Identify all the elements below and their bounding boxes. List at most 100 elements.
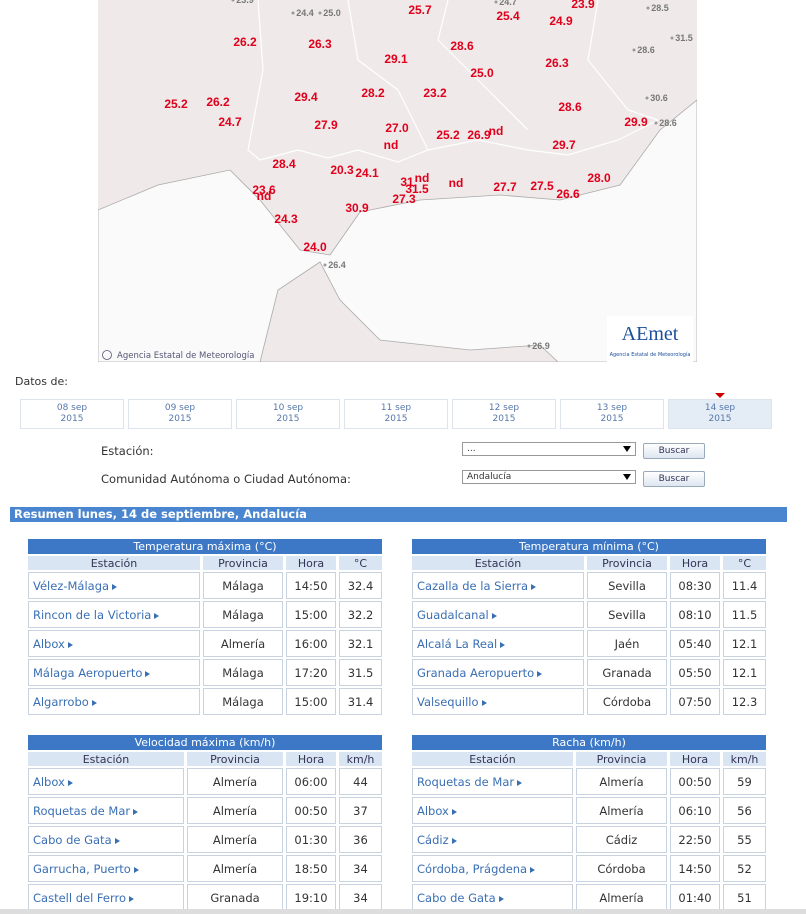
map-value: 31 bbox=[400, 175, 414, 189]
station-cell: Albox bbox=[412, 797, 573, 824]
station-link[interactable]: Cazalla de la Sierra bbox=[417, 579, 536, 593]
table-title: Racha (km/h) bbox=[412, 735, 766, 750]
station-dot bbox=[670, 36, 674, 40]
border bbox=[437, 0, 529, 131]
cell: Almería bbox=[187, 826, 283, 853]
map: AEmet Agencia Estatal de Meteorología Ag… bbox=[98, 0, 697, 362]
station-cell: Málaga Aeropuerto bbox=[28, 659, 200, 686]
table-row: Cazalla de la Sierra Sevilla 08:30 11.4 bbox=[412, 572, 766, 599]
map-value: 24.1 bbox=[355, 166, 379, 180]
cell: Almería bbox=[576, 768, 667, 795]
search-button[interactable]: Buscar bbox=[643, 471, 705, 487]
map-value: 26.6 bbox=[556, 187, 580, 201]
cell: Córdoba bbox=[587, 688, 667, 715]
cell: Granada bbox=[187, 884, 283, 911]
cell: 51 bbox=[723, 884, 766, 911]
station-dot bbox=[231, 0, 235, 2]
cell: Sevilla bbox=[587, 572, 667, 599]
station-cell: Albox bbox=[28, 768, 184, 795]
map-value: 24.7 bbox=[218, 115, 242, 129]
station-dot bbox=[632, 48, 636, 52]
station-link[interactable]: Granada Aeropuerto bbox=[417, 666, 542, 680]
column-header: Provincia bbox=[203, 556, 283, 570]
search-button[interactable]: Buscar bbox=[643, 443, 705, 459]
map-value-gray: 25.0 bbox=[323, 8, 341, 18]
map-value: 24.3 bbox=[274, 212, 298, 226]
date-tab[interactable]: 11 sep 2015 bbox=[344, 399, 448, 429]
map-value-gray: 26.4 bbox=[328, 260, 346, 270]
cell: 12.3 bbox=[723, 688, 766, 715]
map-value: 26.3 bbox=[545, 56, 569, 70]
date-tab[interactable]: 13 sep 2015 bbox=[560, 399, 664, 429]
table-row: Valsequillo Córdoba 07:50 12.3 bbox=[412, 688, 766, 715]
cell: 14:50 bbox=[670, 855, 720, 882]
station-link[interactable]: Alcalá La Real bbox=[417, 637, 505, 651]
cell: 05:50 bbox=[670, 659, 720, 686]
map-value: 23.6 bbox=[252, 183, 276, 197]
station-link[interactable]: Algarrobo bbox=[33, 695, 97, 709]
cell: 32.1 bbox=[339, 630, 382, 657]
station-link[interactable]: Roquetas de Mar bbox=[33, 804, 138, 818]
station-link[interactable]: Cabo de Gata bbox=[417, 891, 504, 905]
map-value: 26.9 bbox=[467, 128, 491, 142]
date-tab[interactable]: 12 sep 2015 bbox=[452, 399, 556, 429]
table-row: Alcalá La Real Jaén 05:40 12.1 bbox=[412, 630, 766, 657]
station-dot bbox=[291, 11, 295, 15]
map-value: 29.1 bbox=[384, 52, 408, 66]
cell: Málaga bbox=[203, 688, 283, 715]
map-value-gray: 26.9 bbox=[532, 341, 550, 351]
tab-year: 2015 bbox=[168, 414, 192, 424]
station-cell: Córdoba, Prágdena bbox=[412, 855, 573, 882]
station-link[interactable]: Rincon de la Victoria bbox=[33, 608, 159, 622]
table-row: Algarrobo Málaga 15:00 31.4 bbox=[28, 688, 382, 715]
map-value-gray: 28.6 bbox=[659, 118, 677, 128]
station-link[interactable]: Cádiz bbox=[417, 833, 457, 847]
cell: 18:50 bbox=[286, 855, 336, 882]
map-value: 24.0 bbox=[303, 240, 327, 254]
map-value: 27.0 bbox=[385, 121, 409, 135]
table-row: Garrucha, Puerto Almería 18:50 34 bbox=[28, 855, 382, 882]
station-link[interactable]: Albox bbox=[33, 637, 73, 651]
station-link[interactable]: Cabo de Gata bbox=[33, 833, 120, 847]
cell: 44 bbox=[339, 768, 382, 795]
map-value: 26.2 bbox=[206, 95, 230, 109]
cell: 31.5 bbox=[339, 659, 382, 686]
station-link[interactable]: Málaga Aeropuerto bbox=[33, 666, 150, 680]
column-header: km/h bbox=[339, 752, 382, 766]
title-row: Racha (km/h) bbox=[412, 735, 766, 750]
station-cell: Cabo de Gata bbox=[28, 826, 184, 853]
tab-day: 10 sep bbox=[272, 403, 304, 413]
station-link[interactable]: Albox bbox=[417, 804, 457, 818]
station-link[interactable]: Garrucha, Puerto bbox=[33, 862, 139, 876]
station-link[interactable]: Guadalcanal bbox=[417, 608, 497, 622]
station-link[interactable]: Vélez-Málaga bbox=[33, 579, 117, 593]
map-value: 28.4 bbox=[272, 157, 296, 171]
cell: 05:40 bbox=[670, 630, 720, 657]
date-tab[interactable]: 09 sep 2015 bbox=[128, 399, 232, 429]
station-link[interactable]: Castell del Ferro bbox=[33, 891, 134, 905]
community-select[interactable]: Andalucía bbox=[462, 470, 636, 484]
cell: 36 bbox=[339, 826, 382, 853]
table-row: Albox Almería 06:10 56 bbox=[412, 797, 766, 824]
station-link[interactable]: Córdoba, Prágdena bbox=[417, 862, 535, 876]
station-select[interactable]: ... bbox=[462, 442, 636, 456]
table-title: Velocidad máxima (km/h) bbox=[28, 735, 382, 750]
table-row: Castell del Ferro Granada 19:10 34 bbox=[28, 884, 382, 911]
column-header: °C bbox=[723, 556, 766, 570]
station-cell: Valsequillo bbox=[412, 688, 584, 715]
tab-year: 2015 bbox=[384, 414, 408, 424]
map-value-gray: 28.6 bbox=[637, 45, 655, 55]
cell: Almería bbox=[576, 797, 667, 824]
table-row: Roquetas de Mar Almería 00:50 59 bbox=[412, 768, 766, 795]
cell: 31.4 bbox=[339, 688, 382, 715]
cell: 06:00 bbox=[286, 768, 336, 795]
map-value: 23.9 bbox=[571, 0, 595, 11]
cell: 07:50 bbox=[670, 688, 720, 715]
date-tab[interactable]: 14 sep 2015 bbox=[668, 399, 772, 429]
station-link[interactable]: Valsequillo bbox=[417, 695, 487, 709]
date-tab[interactable]: 08 sep 2015 bbox=[20, 399, 124, 429]
station-link[interactable]: Roquetas de Mar bbox=[417, 775, 522, 789]
date-tab[interactable]: 10 sep 2015 bbox=[236, 399, 340, 429]
station-link[interactable]: Albox bbox=[33, 775, 73, 789]
